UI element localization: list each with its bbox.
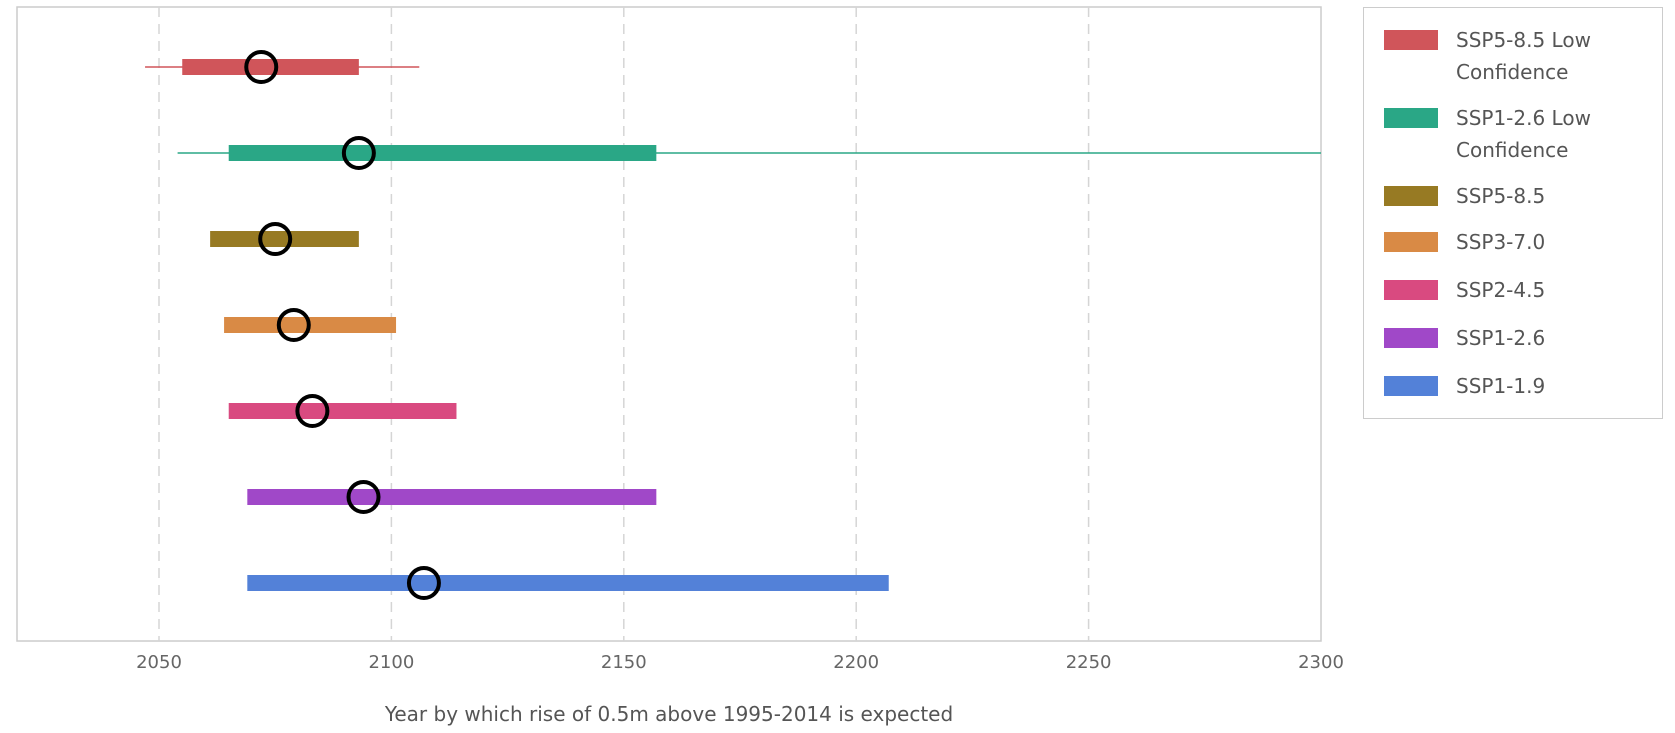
legend-label: SSP3-7.0 — [1456, 230, 1546, 254]
median-marker — [341, 136, 376, 170]
legend-swatch — [1384, 328, 1438, 348]
range-row — [145, 50, 420, 84]
x-tick-label: 2100 — [368, 652, 414, 673]
range-row — [247, 566, 889, 600]
range-row — [177, 136, 1321, 170]
range-row — [247, 480, 657, 514]
legend-swatch — [1384, 232, 1438, 252]
range-bar — [247, 575, 889, 591]
legend-item: SSP3-7.0 — [1384, 230, 1646, 258]
median-marker — [406, 566, 441, 600]
legend-item: SSP1-2.6 — [1384, 326, 1646, 354]
x-axis-title: Year by which rise of 0.5m above 1995-20… — [384, 702, 953, 726]
range-bar — [210, 231, 359, 247]
range-bar — [182, 59, 359, 75]
legend-item: SSP5-8.5 Low Confidence — [1384, 28, 1646, 88]
legend-label: SSP5-8.5 — [1456, 184, 1546, 208]
range-bar — [247, 489, 657, 505]
x-tick-label: 2250 — [1066, 652, 1112, 673]
median-marker — [346, 480, 381, 514]
legend-item: SSP1-2.6 Low Confidence — [1384, 106, 1646, 166]
legend-label: SSP2-4.5 — [1456, 278, 1546, 302]
median-marker — [295, 394, 330, 428]
x-tick-label: 2300 — [1298, 652, 1344, 673]
median-marker — [276, 308, 311, 342]
range-row — [210, 222, 359, 256]
median-marker — [258, 222, 293, 256]
range-row — [224, 308, 397, 342]
legend-swatch — [1384, 186, 1438, 206]
range-bar — [228, 403, 457, 419]
legend-label: SSP1-2.6 — [1456, 326, 1546, 350]
legend-item: SSP2-4.5 — [1384, 278, 1646, 306]
grid-lines — [158, 7, 1090, 641]
legend-swatch — [1384, 280, 1438, 300]
legend-swatch — [1384, 376, 1438, 396]
range-row — [228, 394, 457, 428]
legend-swatch — [1384, 30, 1438, 50]
legend-item: SSP1-1.9 — [1384, 374, 1646, 402]
legend-label: SSP5-8.5 Low Confidence — [1456, 28, 1591, 84]
median-marker — [244, 50, 279, 84]
plot-area — [16, 6, 1322, 642]
x-tick-label: 2200 — [833, 652, 879, 673]
legend-label: SSP1-1.9 — [1456, 374, 1546, 398]
legend-item: SSP5-8.5 — [1384, 184, 1646, 212]
x-tick-label: 2150 — [601, 652, 647, 673]
legend-label: SSP1-2.6 Low Confidence — [1456, 106, 1591, 162]
range-bar — [228, 145, 657, 161]
range-bars — [145, 50, 1321, 600]
x-tick-label: 2050 — [136, 652, 182, 673]
x-tick-labels: 2050 2100 2150 2200 2250 2300 — [136, 652, 1344, 673]
legend: SSP5-8.5 Low Confidence SSP1-2.6 Low Conf… — [1363, 7, 1663, 419]
legend-swatch — [1384, 108, 1438, 128]
